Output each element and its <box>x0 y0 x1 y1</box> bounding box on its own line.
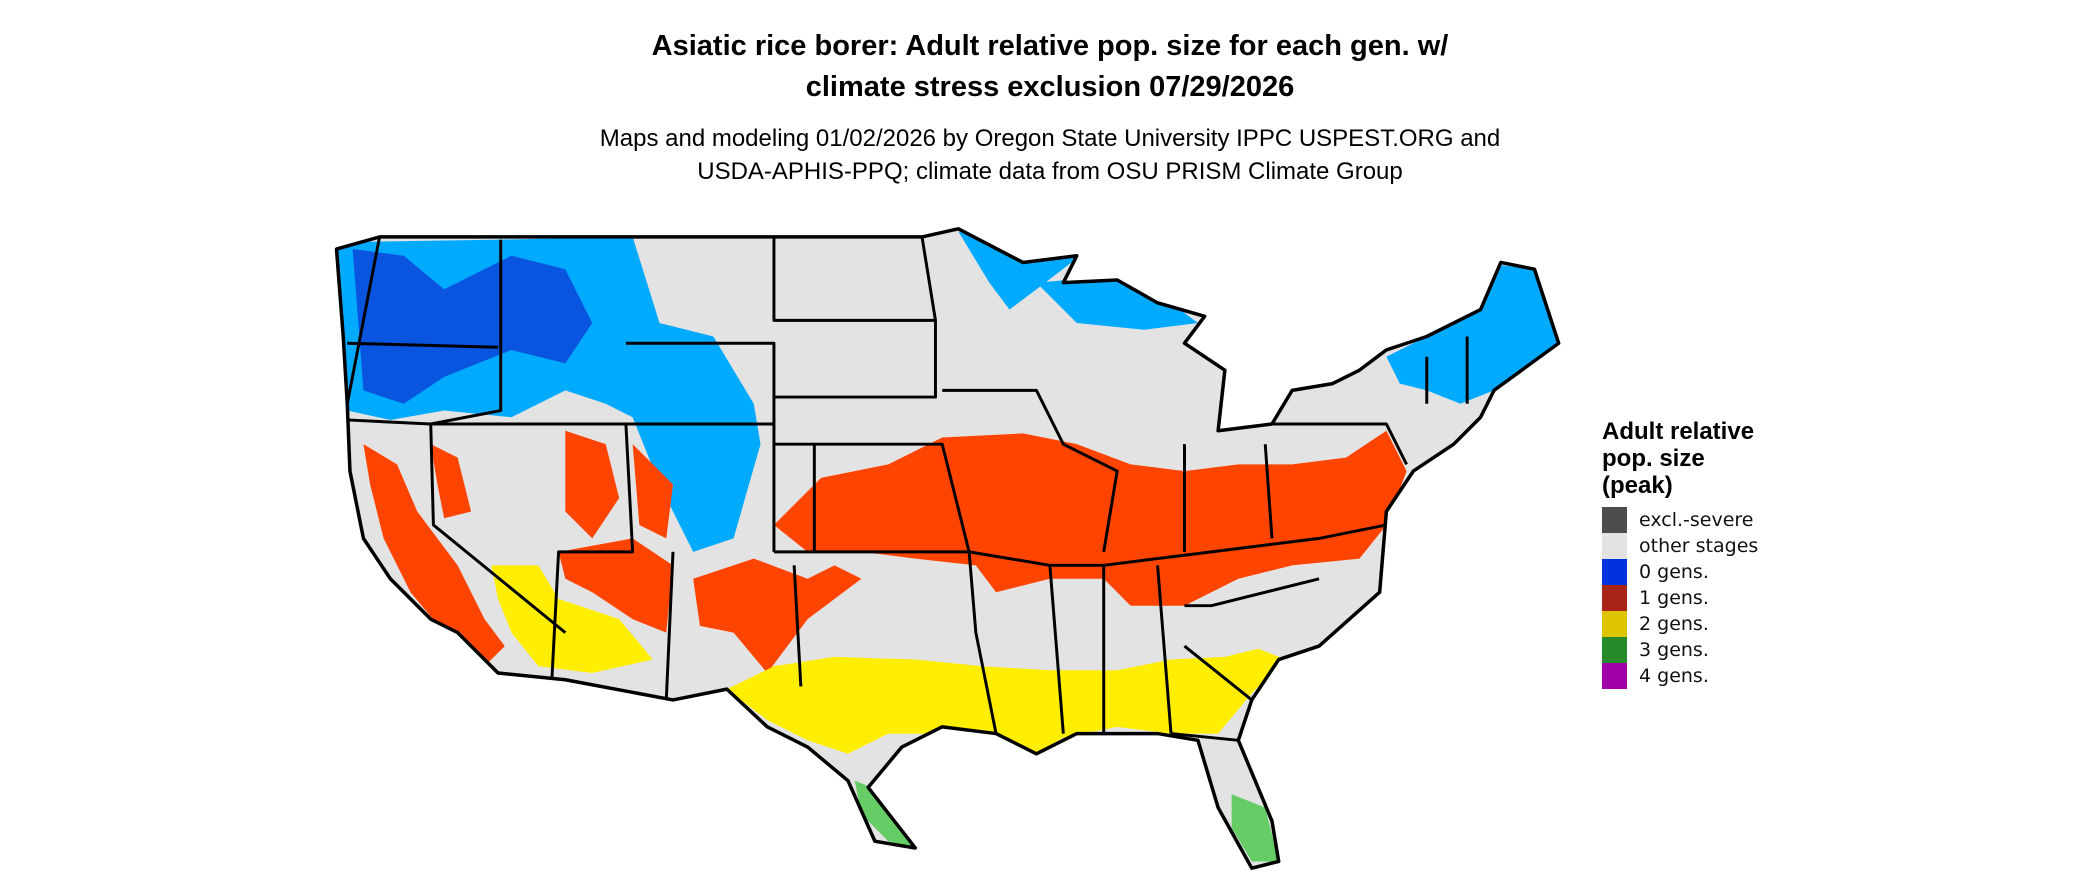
one-gen-region-california <box>363 444 505 667</box>
legend-title: Adult relative pop. size (peak) <box>1602 418 1758 499</box>
legend-title-line: (peak) <box>1602 472 1673 499</box>
legend-label: 2 gens. <box>1639 613 1709 635</box>
legend-item: excl.-severe <box>1602 507 1758 533</box>
zero-gens-region-minnesota <box>958 231 1077 310</box>
zero-gens-region-new-england <box>1386 265 1559 404</box>
legend-items: excl.-severe other stages 0 gens. 1 gens. 2 … <box>1602 507 1758 689</box>
legend-swatch <box>1602 663 1627 689</box>
legend-swatch <box>1602 585 1627 611</box>
legend-item: 0 gens. <box>1602 559 1758 585</box>
legend-title-line: Adult relative <box>1602 418 1755 445</box>
map-subtitle-line-1: Maps and modeling 01/02/2026 by Oregon S… <box>599 125 1501 152</box>
map-title: Asiatic rice borer: Adult relative pop. … <box>0 26 2100 108</box>
legend-item: 3 gens. <box>1602 637 1758 663</box>
one-gen-region-central-band <box>773 430 1407 606</box>
legend-title-line: pop. size <box>1602 445 1705 472</box>
us-outline <box>334 227 1561 870</box>
legend-swatch <box>1602 533 1627 559</box>
model-layers <box>336 231 1559 862</box>
legend-swatch <box>1602 507 1627 533</box>
legend-label: 1 gens. <box>1639 587 1709 609</box>
legend-swatch <box>1602 559 1627 585</box>
legend-label: other stages <box>1639 535 1759 557</box>
two-gens-region-arizona <box>491 565 653 673</box>
legend-label: 4 gens. <box>1639 665 1709 687</box>
legend-item: 4 gens. <box>1602 663 1758 689</box>
map-subtitle: Maps and modeling 01/02/2026 by Oregon S… <box>0 122 2100 188</box>
one-gen-region-southwest <box>558 538 862 673</box>
legend-item: other stages <box>1602 533 1758 559</box>
legend-label: 3 gens. <box>1639 639 1709 661</box>
three-gens-region-south-florida <box>1231 794 1279 862</box>
state-borders <box>345 236 1469 742</box>
legend-item: 1 gens. <box>1602 585 1758 611</box>
legend-label: 0 gens. <box>1639 561 1709 583</box>
legend-label: excl.-severe <box>1639 509 1754 531</box>
one-gen-region-great-basin <box>430 430 673 539</box>
zero-gens-region-great-lakes <box>1036 275 1198 330</box>
map-title-line-1: Asiatic rice borer: Adult relative pop. … <box>651 30 1449 62</box>
map-title-line-2: climate stress exclusion 07/29/2026 <box>805 71 1295 103</box>
map-subtitle-line-2: USDA-APHIS-PPQ; climate data from OSU PR… <box>697 158 1403 185</box>
two-gens-region-gulf <box>726 648 1286 761</box>
legend-swatch <box>1602 611 1627 637</box>
legend: Adult relative pop. size (peak) excl.-se… <box>1602 418 1758 689</box>
legend-item: 2 gens. <box>1602 611 1758 637</box>
zero-gens-region-dark <box>352 249 593 404</box>
legend-swatch <box>1602 637 1627 663</box>
